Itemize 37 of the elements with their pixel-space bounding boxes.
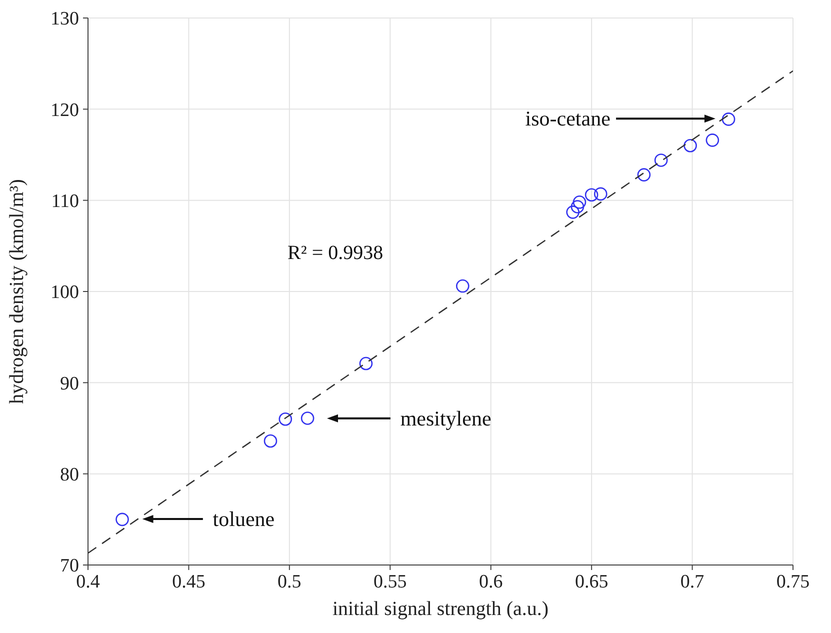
x-tick-label: 0.7	[680, 571, 704, 592]
point	[684, 138, 697, 152]
y-tick-label: 130	[50, 8, 79, 30]
annotation: iso-cetane	[525, 106, 610, 131]
point	[637, 168, 651, 182]
point	[654, 154, 668, 167]
annotation: R² = 0.9938	[288, 242, 384, 264]
point	[584, 188, 598, 202]
point	[594, 187, 608, 201]
y-axis-title: hydrogen density (kmol/m³)	[6, 179, 28, 404]
y-tick-label: 80	[60, 464, 79, 486]
point	[572, 196, 586, 209]
x-axis-title: initial signal strength (a.u.)	[332, 598, 549, 620]
y-tick-label: 100	[50, 282, 79, 304]
x-tick-label: 0.55	[374, 571, 407, 592]
x-tick-label: 0.65	[574, 571, 608, 592]
annotation: mesitylene	[400, 406, 492, 430]
x-tick-label: 0.4	[76, 571, 100, 592]
point	[300, 412, 314, 425]
annotation: toluene	[212, 507, 275, 532]
x-tick-label: 0.5	[278, 571, 302, 592]
y-tick-label: 70	[60, 556, 79, 577]
x-tick-label: 0.75	[776, 571, 810, 592]
y-tick-label: 90	[60, 373, 79, 394]
point	[264, 434, 278, 448]
point	[722, 112, 736, 126]
y-tick-label: 110	[51, 191, 79, 212]
point	[359, 356, 373, 370]
point	[570, 200, 584, 214]
x-tick-label: 0.45	[172, 571, 206, 592]
point	[566, 206, 580, 219]
y-tick-label: 120	[50, 100, 79, 121]
point	[116, 512, 129, 526]
x-tick-label: 0.6	[478, 571, 503, 592]
point	[706, 134, 720, 147]
point	[456, 279, 470, 293]
point	[278, 412, 292, 426]
